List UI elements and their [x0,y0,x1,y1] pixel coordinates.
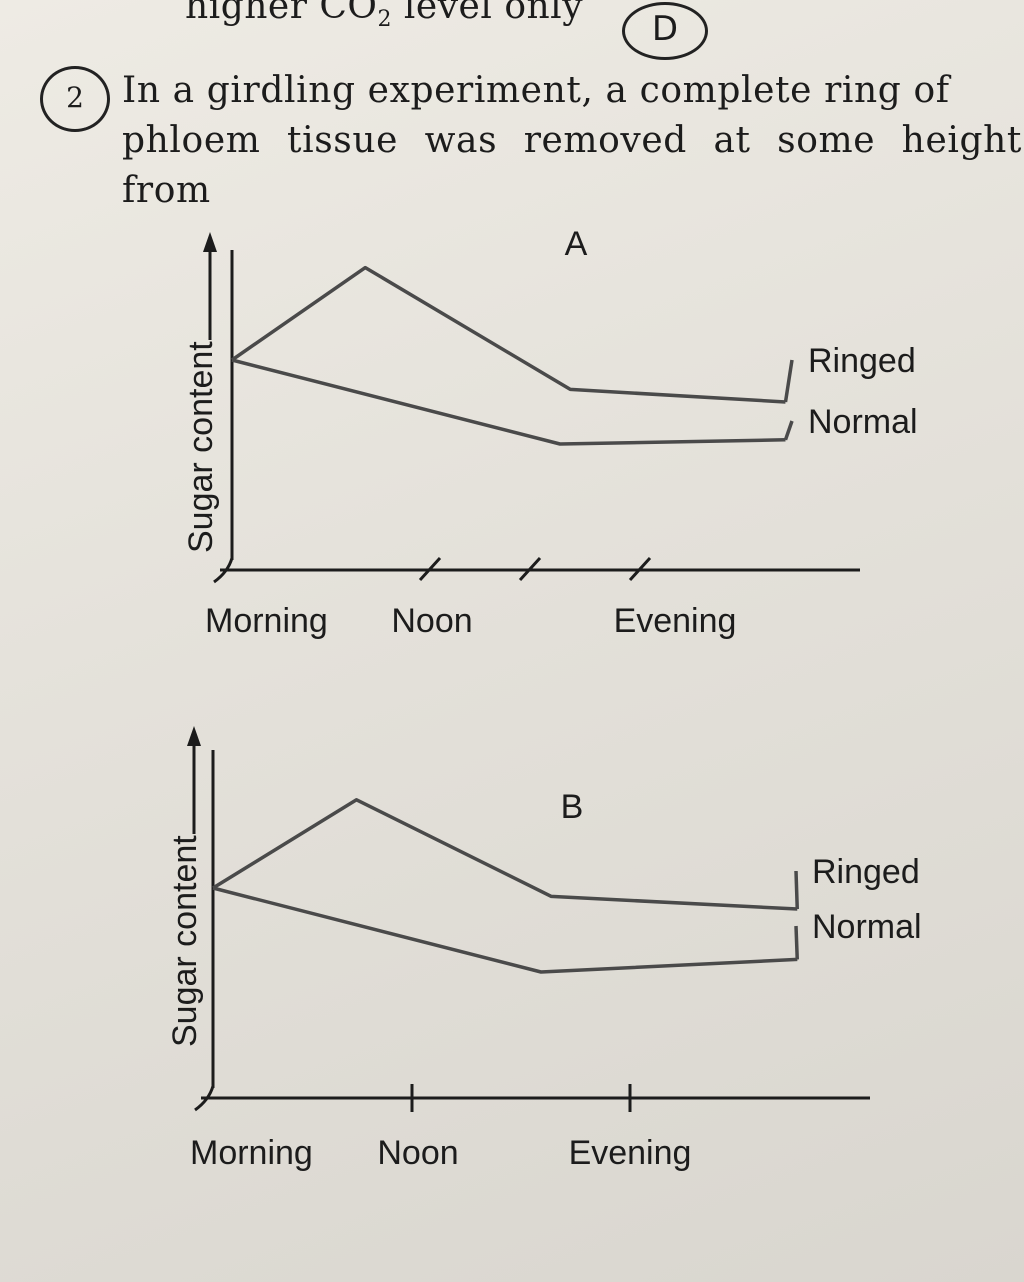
y-label-arrow-head [203,232,217,252]
series-line-normal [212,886,798,974]
series-line-normal [231,358,786,446]
x-tick [518,556,542,582]
x-tick-label: Evening [569,1134,692,1172]
series-label-ringed: Ringed [808,342,916,380]
x-tick [418,556,442,582]
series-leader-normal [794,925,799,960]
y-axis-label: Sugar content [166,835,204,1047]
series-label-normal: Normal [812,908,922,946]
panel-label: B [561,788,584,826]
x-tick-label: Noon [377,1134,458,1172]
series-label-ringed: Ringed [812,853,920,891]
graph-b: Sugar content Morning Noon Evening B Ringed No… [166,726,922,1172]
graph-a: Sugar content Morning Noon Evening A Ringed No… [182,225,918,640]
x-tick-label: Evening [614,602,737,640]
previous-option-text: higher CO2 level only [185,0,584,33]
series-leader-ringed [783,359,794,403]
answer-mark-circle: D [622,2,708,60]
y-axis-label: Sugar content [182,341,220,553]
series-line-ringed [231,265,786,404]
question-number: 2 [40,66,110,132]
x-tick-label: Morning [205,602,328,640]
series-leader-ringed [794,870,799,910]
series-label-normal: Normal [808,403,918,441]
x-tick [628,556,652,582]
question-line-1: In a girdling experiment, a complete rin… [122,70,950,111]
x-tick-label: Noon [391,602,472,640]
question-text: In a girdling experiment, a complete rin… [122,66,1022,216]
series-line-ringed [212,798,798,911]
question-line-2: phloem tissue was removed at some height… [122,120,1022,211]
x-tick-label: Morning [190,1134,313,1172]
answer-mark: D [651,9,679,49]
series-leader-normal [783,420,794,441]
panel-label: A [565,225,588,263]
y-label-arrow-head [187,726,201,746]
